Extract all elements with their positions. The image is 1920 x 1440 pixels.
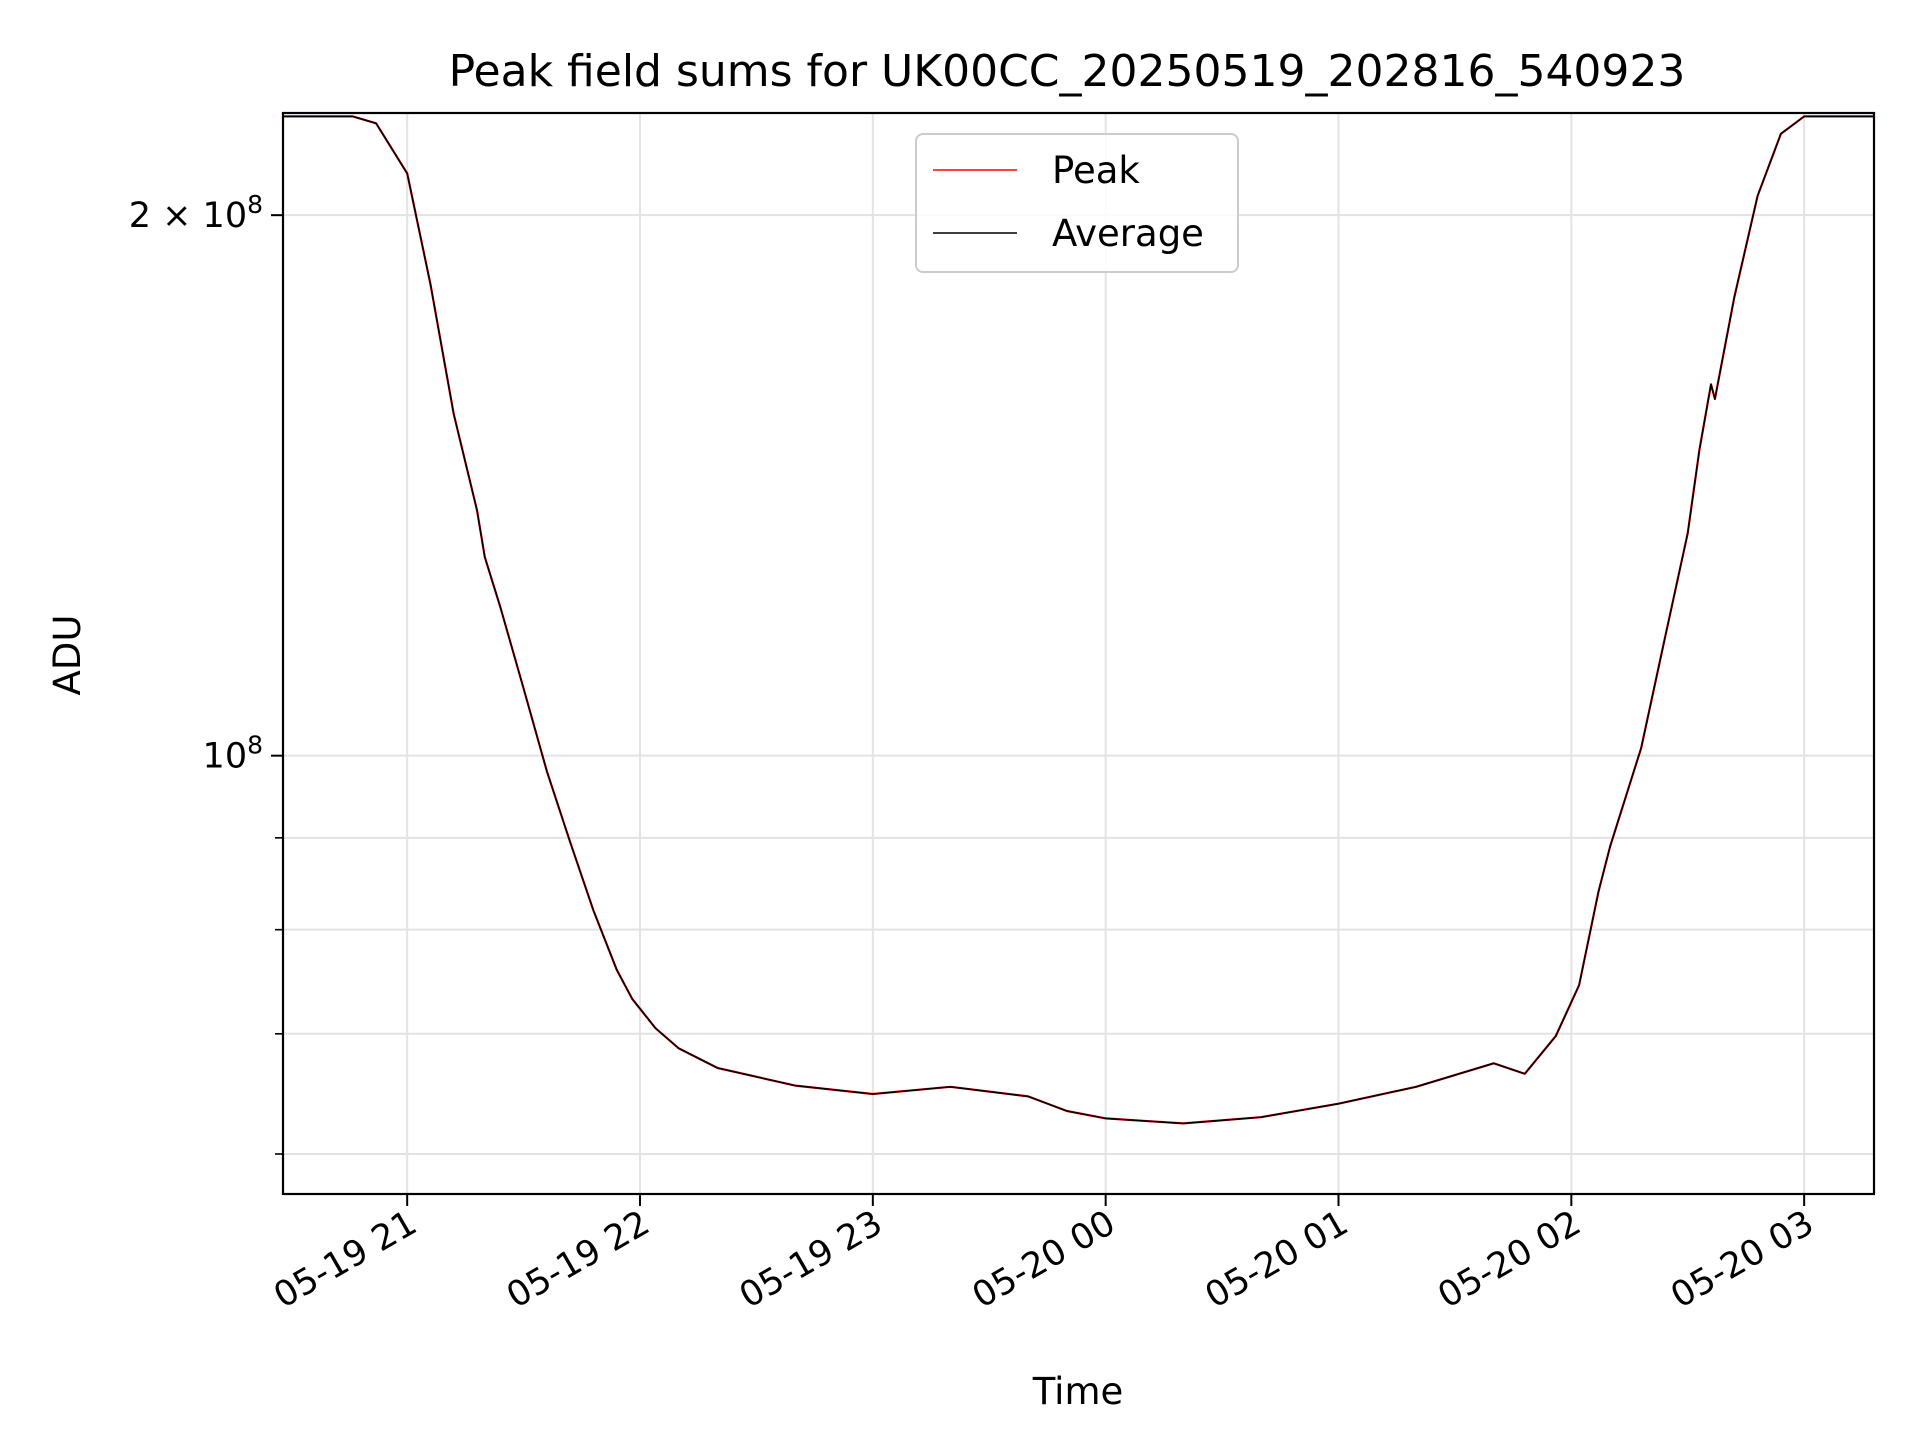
x-axis-label: Time <box>1032 1370 1124 1413</box>
legend-box <box>915 133 1239 273</box>
legend-label-peak: Peak <box>1052 149 1140 192</box>
y-axis-label: ADU <box>46 615 89 696</box>
legend-label-average: Average <box>1052 212 1204 255</box>
y-tick-label: 2 × 108 <box>129 190 263 236</box>
series-lines <box>283 115 1874 1125</box>
legend: Peak Average <box>915 133 1239 273</box>
series-line-average <box>283 115 1874 1125</box>
chart-title: Peak field sums for UK00CC_20250519_2028… <box>449 46 1686 97</box>
y-tick-label: 108 <box>203 731 263 777</box>
grid <box>283 113 1874 1194</box>
y-axis-ticks: 108 2 × 108 <box>129 190 283 1155</box>
plot-frame <box>281 111 1876 1196</box>
